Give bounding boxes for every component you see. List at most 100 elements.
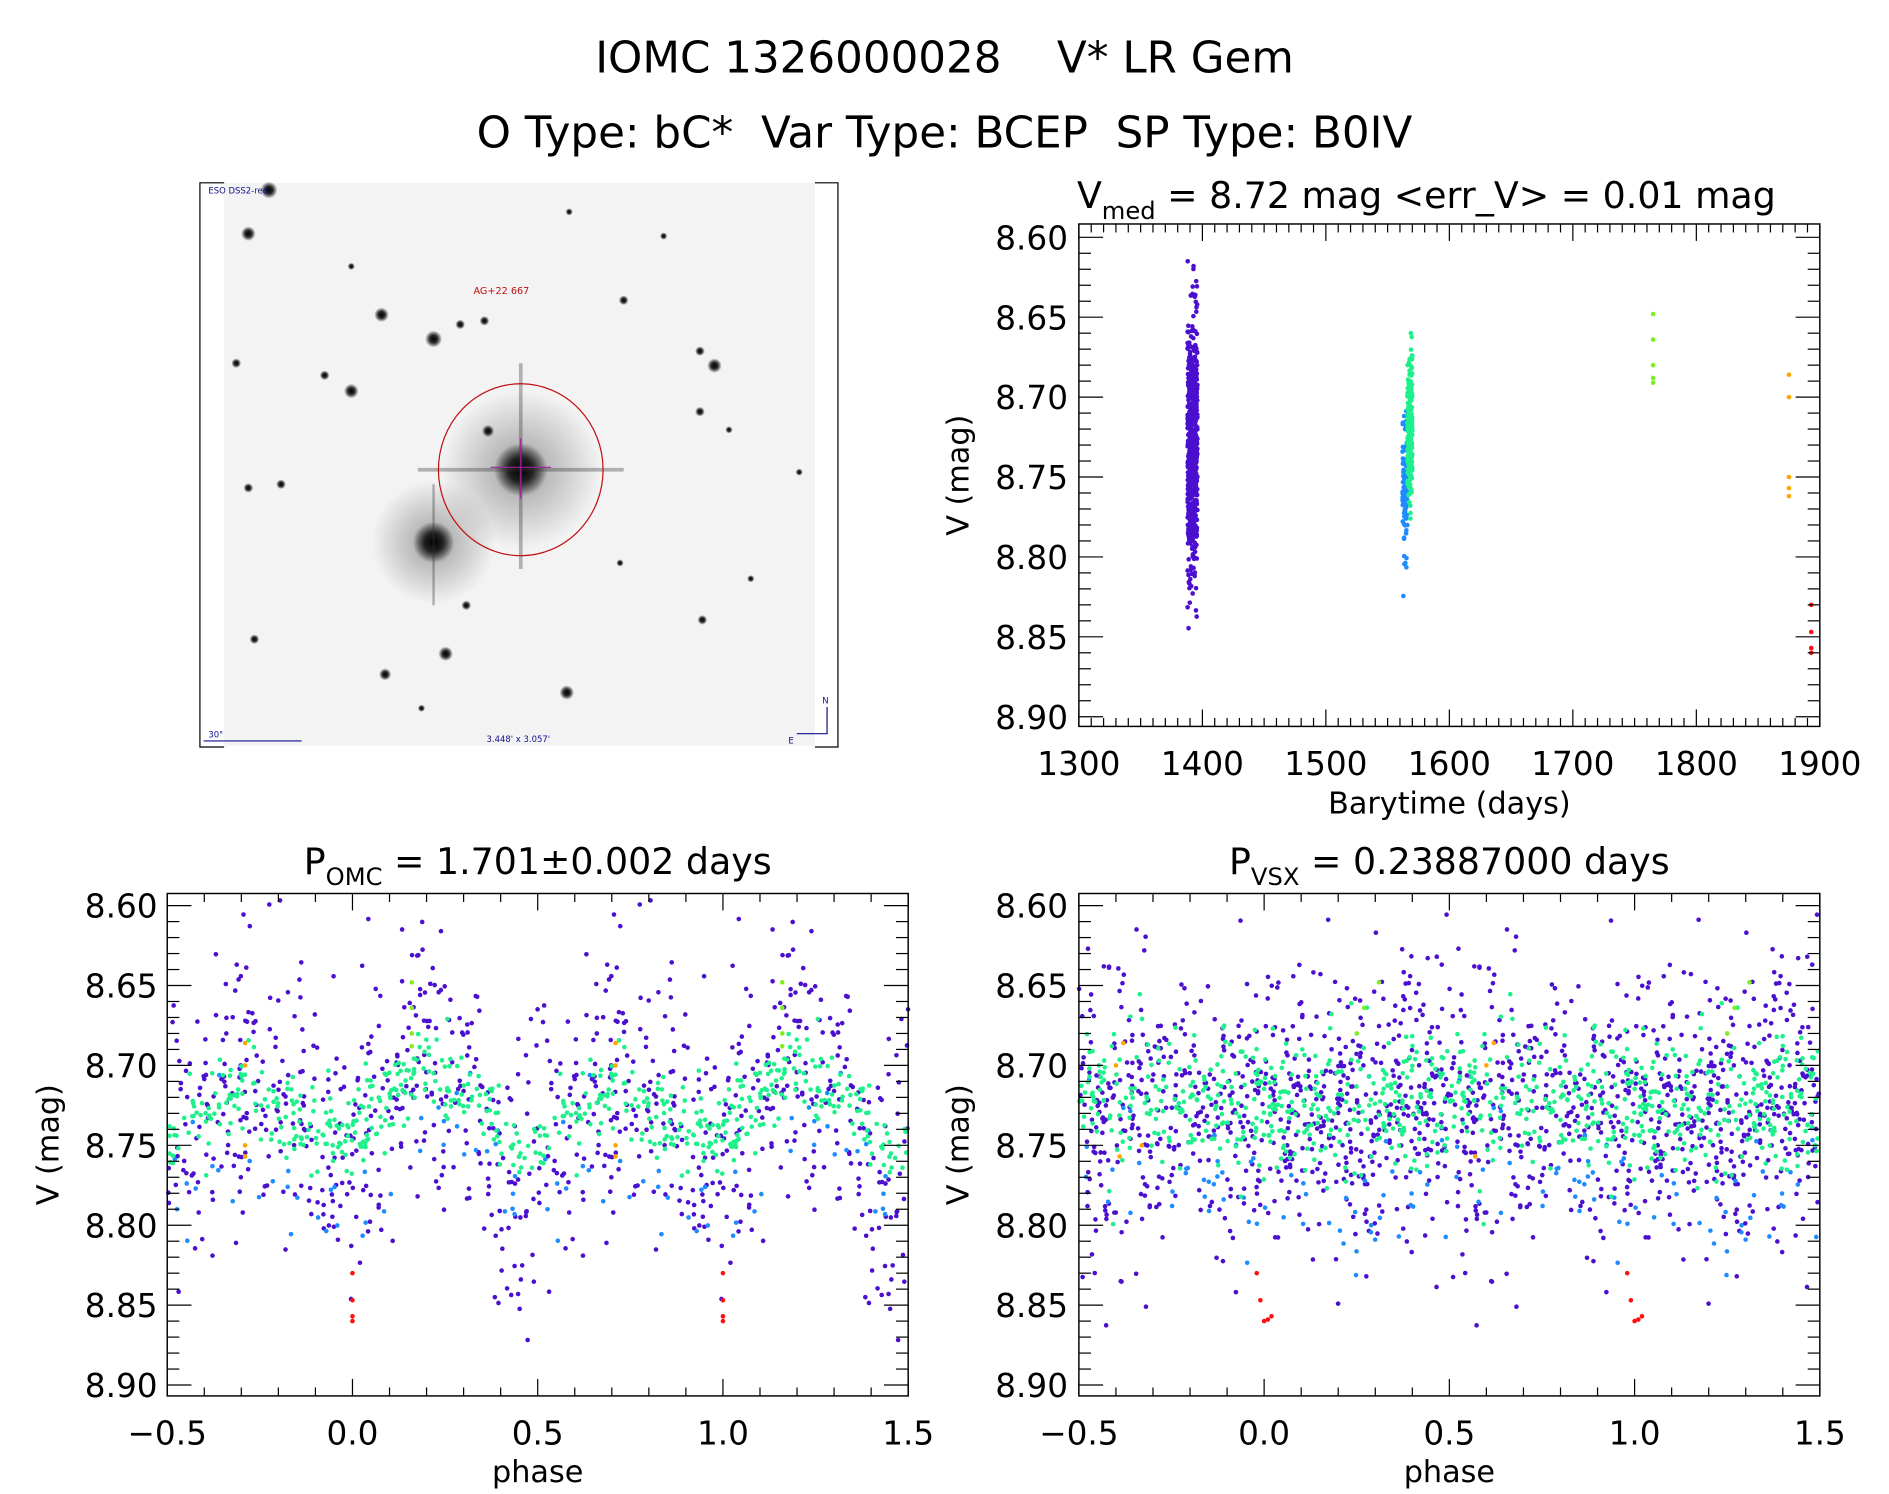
data-point-fold-vsx <box>1267 1094 1273 1099</box>
data-point-lightcurve <box>1192 570 1198 575</box>
data-point-fold-vsx <box>1129 1038 1135 1044</box>
data-point-fold-vsx <box>1590 1121 1595 1127</box>
data-point-fold-vsx <box>1442 1143 1447 1148</box>
data-point-fold-vsx <box>1779 1094 1785 1100</box>
data-point-fold-vsx <box>1361 1045 1366 1051</box>
data-point-fold-omc <box>813 1102 818 1107</box>
data-point-fold-omc <box>679 1173 685 1178</box>
data-point-fold-omc <box>664 1099 670 1104</box>
data-point-lightcurve <box>1191 414 1196 419</box>
data-point-fold-vsx <box>1748 1099 1753 1104</box>
data-point-fold-omc <box>694 1228 699 1234</box>
data-point-fold-omc <box>298 960 304 965</box>
data-point-fold-vsx <box>1715 985 1720 991</box>
data-point-fold-omc <box>558 1061 563 1066</box>
data-point-fold-omc <box>321 1212 326 1217</box>
data-point-fold-vsx <box>1268 1139 1273 1144</box>
data-point-fold-vsx <box>1255 1177 1261 1183</box>
data-point-fold-vsx <box>1718 1139 1723 1145</box>
data-point-fold-omc <box>855 1148 860 1154</box>
data-point-fold-vsx <box>1537 1179 1543 1185</box>
data-point-fold-omc <box>580 1189 586 1195</box>
data-point-fold-omc <box>766 1060 772 1066</box>
data-point-fold-omc <box>439 1172 445 1178</box>
data-point-fold-omc <box>793 1130 798 1135</box>
star <box>438 646 453 662</box>
data-point-fold-vsx <box>1689 1089 1694 1095</box>
data-point-fold-omc <box>366 1104 372 1109</box>
data-point-fold-omc <box>457 1101 462 1107</box>
data-point-fold-vsx <box>1349 1084 1354 1089</box>
data-point-fold-omc <box>570 1100 575 1106</box>
data-point-fold-omc <box>555 1238 561 1244</box>
data-point-fold-vsx <box>1387 1116 1392 1122</box>
data-point-fold-vsx <box>1394 1105 1400 1111</box>
data-point-fold-vsx <box>1217 1146 1223 1151</box>
data-point-fold-vsx <box>1498 1145 1503 1151</box>
data-point-fold-vsx <box>1108 1085 1113 1091</box>
data-point-fold-omc <box>616 1166 621 1172</box>
data-point-lightcurve <box>1786 485 1792 491</box>
data-point-lightcurve <box>1186 415 1192 421</box>
data-point-fold-omc <box>338 1203 343 1209</box>
data-point-fold-vsx <box>1654 1165 1659 1170</box>
data-point-fold-omc <box>260 1107 266 1113</box>
data-point-fold-omc <box>306 1127 311 1133</box>
data-point-lightcurve <box>1406 500 1412 505</box>
data-point-fold-vsx <box>1530 1235 1536 1240</box>
data-point-fold-vsx <box>1614 1168 1619 1174</box>
data-point-fold-vsx <box>1813 1163 1818 1169</box>
data-point-fold-vsx <box>1767 1075 1773 1080</box>
data-point-fold-vsx <box>1252 1135 1257 1141</box>
star <box>379 668 392 681</box>
data-point-fold-omc <box>240 1210 246 1215</box>
data-point-fold-vsx <box>1507 991 1513 997</box>
data-point-fold-vsx <box>1345 1004 1351 1010</box>
data-point-fold-vsx <box>1414 1017 1419 1023</box>
data-point-fold-omc <box>681 1043 687 1049</box>
data-point-fold-omc <box>644 1096 650 1101</box>
data-point-fold-vsx <box>1552 1099 1557 1105</box>
data-point-fold-vsx <box>1697 1058 1703 1063</box>
data-point-lightcurve <box>1409 356 1415 362</box>
data-point-fold-omc <box>712 1084 717 1090</box>
data-point-fold-omc <box>485 1191 491 1197</box>
star <box>347 262 355 270</box>
data-point-fold-vsx <box>1281 1135 1287 1140</box>
data-point-fold-omc <box>346 1125 351 1130</box>
data-point-fold-omc <box>406 1025 411 1031</box>
data-point-fold-vsx <box>1265 996 1271 1001</box>
data-point-fold-omc <box>746 1167 752 1173</box>
data-point-fold-omc <box>531 1139 537 1144</box>
data-point-lightcurve <box>1190 506 1195 511</box>
data-point-fold-omc <box>330 1150 336 1156</box>
data-point-fold-omc <box>497 1208 502 1214</box>
data-point-fold-vsx <box>1482 1031 1487 1037</box>
data-point-fold-vsx <box>1390 1169 1395 1174</box>
data-point-fold-omc <box>289 1098 295 1103</box>
data-point-fold-vsx <box>1754 1138 1759 1144</box>
data-point-fold-omc <box>676 1127 682 1133</box>
data-point-fold-vsx <box>1128 1014 1133 1019</box>
data-point-fold-vsx <box>1743 1101 1748 1106</box>
data-point-fold-vsx <box>1483 1210 1489 1215</box>
data-point-fold-omc <box>809 928 814 934</box>
data-point-fold-vsx <box>1539 1054 1544 1060</box>
data-point-fold-vsx <box>1551 1089 1556 1094</box>
data-point-fold-omc <box>198 1112 203 1118</box>
data-point-fold-omc <box>727 1110 733 1116</box>
data-point-fold-omc <box>378 1227 384 1233</box>
data-point-fold-vsx <box>1260 1101 1265 1107</box>
data-point-fold-vsx <box>1214 1123 1219 1129</box>
data-point-fold-vsx <box>1190 1079 1196 1085</box>
data-point-fold-omc <box>804 1179 809 1184</box>
data-point-fold-omc <box>236 1106 241 1112</box>
data-point-fold-vsx <box>1547 1066 1553 1072</box>
data-point-fold-vsx <box>1553 1113 1559 1119</box>
data-point-fold-vsx <box>1595 1138 1601 1144</box>
data-point-fold-omc <box>637 902 643 907</box>
data-point-fold-omc <box>743 1108 749 1113</box>
data-point-lightcurve <box>1191 266 1196 272</box>
data-point-fold-omc <box>782 1070 787 1075</box>
data-point-fold-vsx <box>1598 1193 1604 1199</box>
